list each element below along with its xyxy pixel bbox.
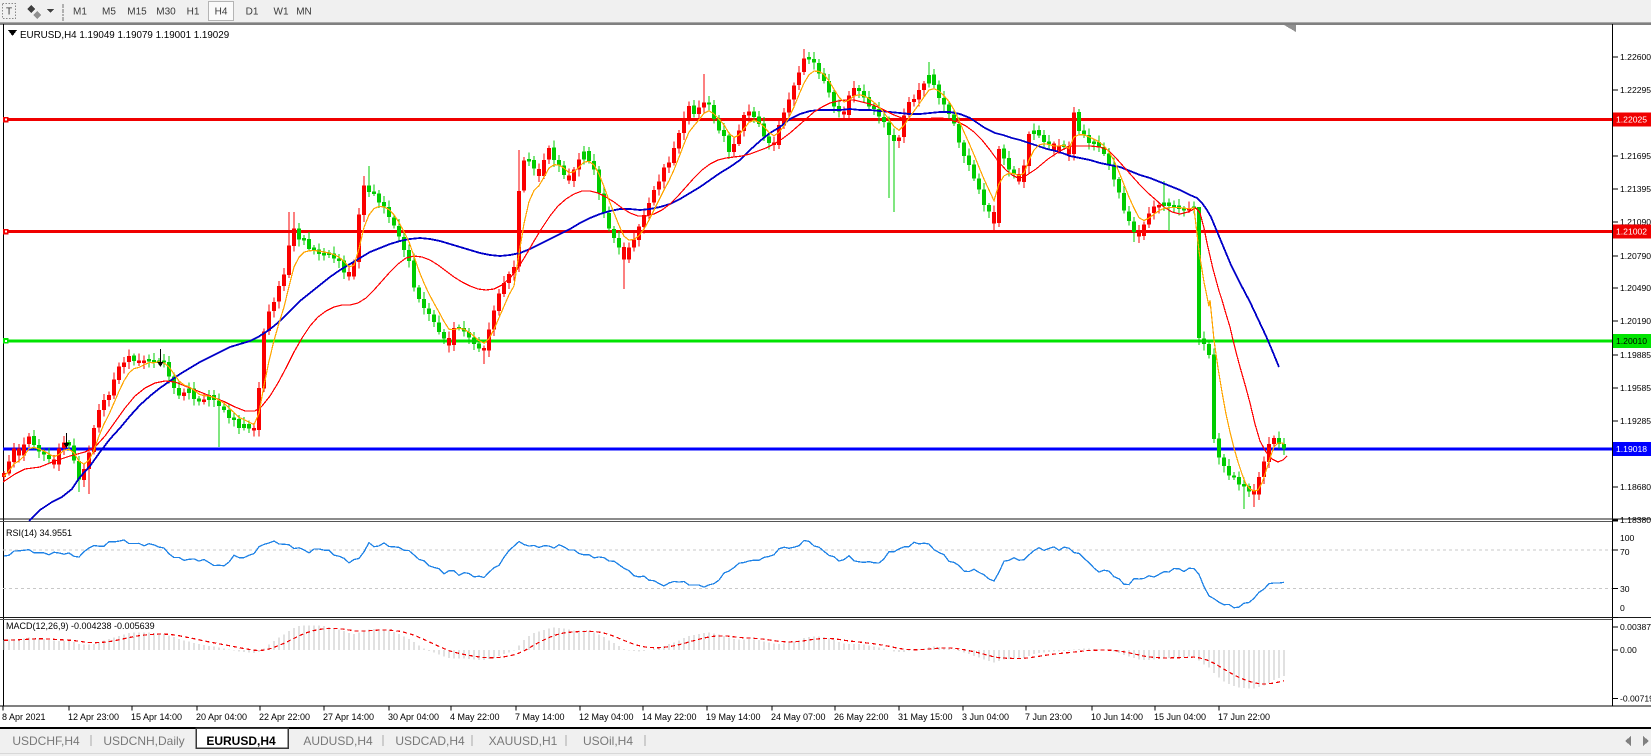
svg-text:1.19885: 1.19885	[1620, 350, 1651, 360]
svg-text:M15: M15	[127, 7, 147, 18]
svg-text:26 May 22:00: 26 May 22:00	[834, 712, 889, 722]
svg-text:EURUSD,H4 1.19049 1.19079 1.1: EURUSD,H4 1.19049 1.19079 1.19001 1.1902…	[20, 30, 229, 41]
svg-text:1.18380: 1.18380	[1620, 515, 1651, 525]
svg-text:W1: W1	[274, 7, 289, 18]
svg-text:T: T	[6, 7, 12, 18]
svg-text:0: 0	[1620, 603, 1625, 613]
svg-text:31 May 15:00: 31 May 15:00	[898, 712, 953, 722]
svg-text:12 May 04:00: 12 May 04:00	[579, 712, 634, 722]
svg-text:100: 100	[1620, 533, 1635, 543]
svg-text:1.20190: 1.20190	[1620, 316, 1651, 326]
svg-text:M30: M30	[156, 7, 176, 18]
svg-text:1.22295: 1.22295	[1620, 85, 1651, 95]
svg-text:M5: M5	[102, 7, 116, 18]
svg-text:1.19585: 1.19585	[1620, 383, 1651, 393]
svg-text:D1: D1	[246, 7, 259, 18]
svg-text:7 May 14:00: 7 May 14:00	[515, 712, 565, 722]
svg-text:USDCAD,H4: USDCAD,H4	[395, 734, 465, 748]
svg-text:1.21002: 1.21002	[1616, 227, 1647, 237]
svg-text:1.20010: 1.20010	[1616, 336, 1647, 346]
svg-text:10 Jun 14:00: 10 Jun 14:00	[1091, 712, 1143, 722]
svg-text:1.18680: 1.18680	[1620, 482, 1651, 492]
svg-text:1.21395: 1.21395	[1620, 184, 1651, 194]
svg-text:EURUSD,H4: EURUSD,H4	[206, 734, 276, 748]
svg-text:H1: H1	[187, 7, 200, 18]
svg-text:RSI(14) 34.9551: RSI(14) 34.9551	[6, 528, 72, 538]
svg-text:12 Apr 23:00: 12 Apr 23:00	[68, 712, 119, 722]
svg-text:MACD(12,26,9) -0.004238 -0.005: MACD(12,26,9) -0.004238 -0.005639	[6, 621, 155, 631]
svg-text:15 Jun 04:00: 15 Jun 04:00	[1154, 712, 1206, 722]
svg-text:22 Apr 22:00: 22 Apr 22:00	[259, 712, 310, 722]
svg-text:H4: H4	[215, 7, 228, 18]
svg-text:M1: M1	[73, 7, 87, 18]
svg-text:AUDUSD,H4: AUDUSD,H4	[303, 734, 373, 748]
svg-text:1.19285: 1.19285	[1620, 416, 1651, 426]
svg-text:4 May 22:00: 4 May 22:00	[450, 712, 500, 722]
svg-text:14 May 22:00: 14 May 22:00	[642, 712, 697, 722]
svg-text:17 Jun 22:00: 17 Jun 22:00	[1218, 712, 1270, 722]
svg-text:7 Jun 23:00: 7 Jun 23:00	[1025, 712, 1072, 722]
svg-text:1.19018: 1.19018	[1616, 444, 1647, 454]
svg-text:-0.00719: -0.00719	[1620, 694, 1651, 704]
svg-text:1.20790: 1.20790	[1620, 251, 1651, 261]
svg-text:1.22600: 1.22600	[1620, 52, 1651, 62]
svg-text:8 Apr 2021: 8 Apr 2021	[2, 712, 46, 722]
svg-text:USOil,H4: USOil,H4	[583, 734, 633, 748]
svg-text:70: 70	[1620, 547, 1630, 557]
svg-text:24 May 07:00: 24 May 07:00	[771, 712, 826, 722]
svg-text:1.22025: 1.22025	[1616, 115, 1647, 125]
svg-text:XAUUSD,H1: XAUUSD,H1	[489, 734, 558, 748]
svg-text:27 Apr 14:00: 27 Apr 14:00	[323, 712, 374, 722]
svg-text:0.003873: 0.003873	[1620, 622, 1651, 632]
svg-text:19 May 14:00: 19 May 14:00	[706, 712, 761, 722]
svg-text:3 Jun 04:00: 3 Jun 04:00	[962, 712, 1009, 722]
svg-text:USDCHF,H4: USDCHF,H4	[12, 734, 80, 748]
svg-text:30 Apr 04:00: 30 Apr 04:00	[388, 712, 439, 722]
svg-text:20 Apr 04:00: 20 Apr 04:00	[196, 712, 247, 722]
svg-text:USDCNH,Daily: USDCNH,Daily	[103, 734, 184, 748]
svg-text:1.20490: 1.20490	[1620, 283, 1651, 293]
svg-text:15 Apr 14:00: 15 Apr 14:00	[131, 712, 182, 722]
svg-text:1.21090: 1.21090	[1620, 217, 1651, 227]
svg-text:0.00: 0.00	[1620, 645, 1637, 655]
svg-text:1.21695: 1.21695	[1620, 151, 1651, 161]
svg-text:30: 30	[1620, 584, 1630, 594]
svg-text:MN: MN	[296, 7, 312, 18]
